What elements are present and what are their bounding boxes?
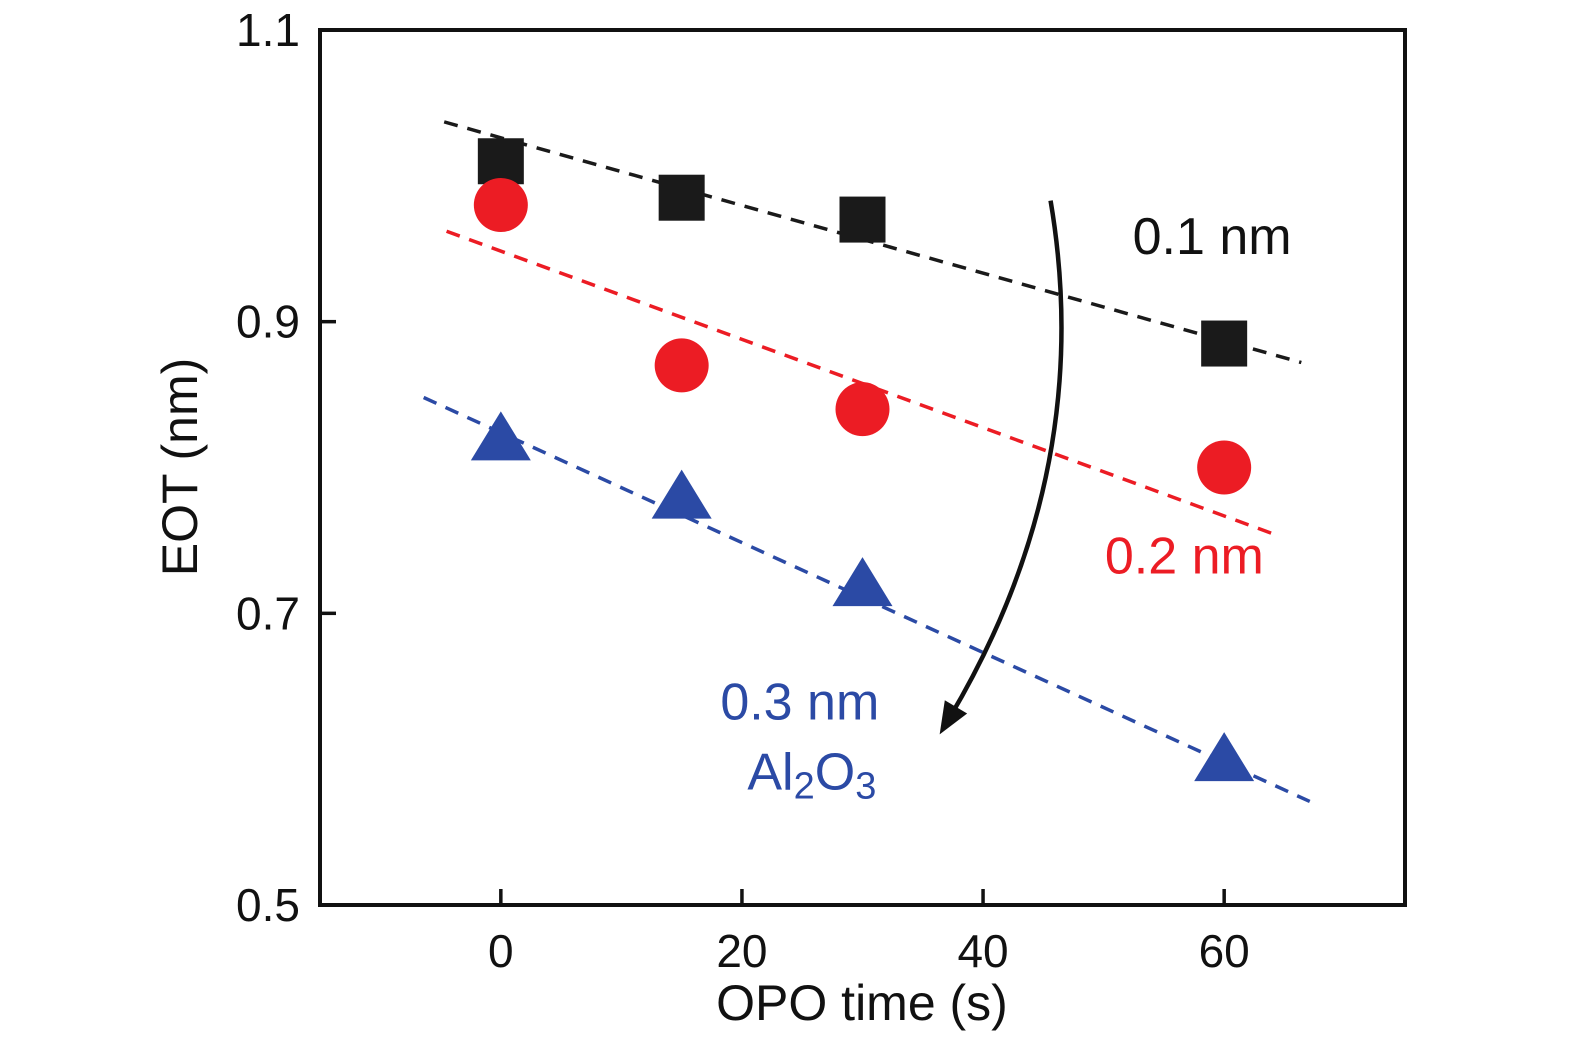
y-axis-label: EOT (nm) xyxy=(152,358,208,577)
direction-arrow xyxy=(947,200,1064,719)
y-tick-label: 0.5 xyxy=(236,879,300,931)
trend-line-circle xyxy=(445,229,1272,535)
data-point-square xyxy=(1201,320,1248,367)
data-point-triangle xyxy=(470,411,531,461)
series-annotation: 0.3 nm xyxy=(720,673,879,731)
plot-frame xyxy=(318,28,1407,907)
series-annotation: Al2O3 xyxy=(747,743,876,807)
x-tick-label: 60 xyxy=(1199,925,1250,977)
x-tick-label: 20 xyxy=(716,925,767,977)
y-tick-label: 0.9 xyxy=(236,296,300,348)
data-point-triangle xyxy=(832,557,893,607)
data-point-circle xyxy=(1197,440,1252,495)
x-tick-label: 40 xyxy=(957,925,1008,977)
data-point-circle xyxy=(654,338,709,393)
data-point-square xyxy=(658,174,705,221)
series-layer xyxy=(422,120,1311,804)
data-point-square xyxy=(477,138,524,185)
axis-ticks: 0 20 40 60 0.5 0.7 0.9 1.1 xyxy=(236,4,1250,977)
y-tick-label: 1.1 xyxy=(236,4,300,56)
data-point-circle xyxy=(835,382,890,437)
series-annotation: 0.2 nm xyxy=(1105,527,1264,585)
series-annotation: 0.1 nm xyxy=(1133,208,1292,266)
x-tick-label: 0 xyxy=(488,925,514,977)
annotation-layer: 0.1 nm 0.2 nm 0.3 nm Al2O3 xyxy=(720,200,1292,807)
direction-arrow-head xyxy=(939,700,968,735)
data-point-circle xyxy=(473,178,528,232)
x-axis-label: OPO time (s) xyxy=(716,975,1008,1031)
data-point-square xyxy=(839,196,886,243)
data-point-triangle xyxy=(1194,732,1255,782)
data-point-triangle xyxy=(651,469,712,519)
y-tick-label: 0.7 xyxy=(236,587,300,639)
